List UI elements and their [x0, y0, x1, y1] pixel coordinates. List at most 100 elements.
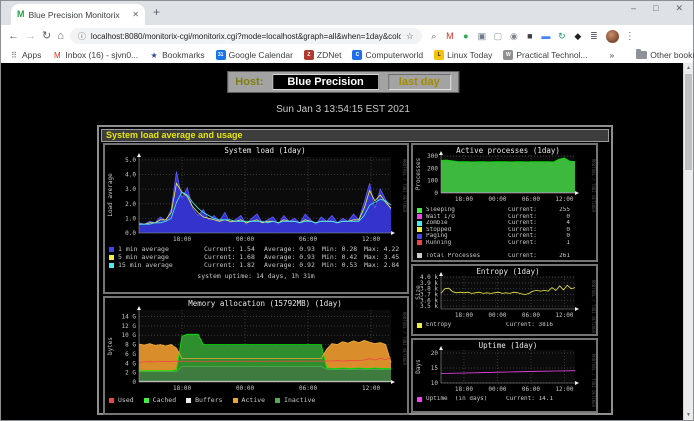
bookmark-inbox[interactable]: M Inbox (16) - sjvn0... — [52, 50, 138, 60]
minimize-button[interactable]: – — [631, 3, 637, 13]
system-load-legend: 1 min average Current: 1.54 Average: 0.93 M… — [105, 245, 407, 280]
scrollbar-down-icon[interactable]: ▼ — [686, 412, 691, 418]
legend-row: Wait I/O Current: 0 — [417, 214, 592, 221]
blue-capsule-extension-icon[interactable]: ▬ — [541, 30, 551, 41]
legend-col: 5 min average — [118, 253, 169, 261]
extension-icons: ⌕ M ● ▣ ▢ ◉ ■ ▬ ↻ ◆ ≣ — [428, 30, 600, 42]
bookmark-zdnet[interactable]: Z ZDNet — [303, 50, 342, 60]
legend-label: Buffers — [195, 396, 223, 404]
y-axis-arrow — [439, 272, 443, 276]
new-tab-button[interactable]: + — [153, 5, 161, 19]
bookmark-practical-technology[interactable]: W Practical Technol... — [503, 50, 588, 60]
browser-menu-icon[interactable]: ⋮ — [624, 30, 635, 42]
legend-swatch — [417, 233, 422, 239]
gmail-extension-icon[interactable]: M — [446, 30, 454, 41]
bookmark-google-calendar[interactable]: 31 Google Calendar — [215, 50, 293, 60]
x-tick-label: 18:00 — [455, 386, 473, 393]
home-icon[interactable]: ⌂ — [57, 29, 64, 42]
uptime-legend: Uptime (in days) Current: 14.1 — [413, 396, 596, 403]
bookmark-star-icon[interactable]: ☆ — [405, 30, 414, 41]
bookmark-computerworld[interactable]: C Computerworld — [352, 50, 423, 60]
legend-col: 4 — [566, 220, 570, 226]
x-tick-label: 00:00 — [236, 236, 254, 243]
eye-extension-icon[interactable]: ◉ — [509, 30, 518, 41]
bookmark-apps[interactable]: ⠿ Apps — [9, 50, 41, 60]
bookmark-bookmarks[interactable]: ★ Bookmarks — [149, 50, 205, 60]
legend-swatch — [109, 254, 114, 260]
x-tick-label: 00:00 — [488, 196, 506, 203]
y-tick-label: 2 G — [125, 370, 136, 377]
tab-close-icon[interactable]: ✕ — [132, 10, 139, 19]
site-info-icon[interactable]: ⓘ — [77, 31, 86, 41]
bookmark-apps-icon: ⠿ — [11, 50, 17, 60]
report-datetime: Sun Jan 3 13:54:15 EST 2021 — [276, 104, 410, 115]
memory-chart[interactable]: 0 2 G 4 G 6 G 8 G 10 G 12 G 14 G 18:00 00:00 06:00… — [105, 298, 407, 396]
profile-avatar[interactable] — [605, 29, 619, 43]
tab-strip: M Blue Precision Monitorix ✕ + – □ ✕ — [1, 1, 693, 26]
y-axis-arrow — [137, 306, 141, 310]
series-line-Active boundary — [138, 339, 392, 363]
browser-tab[interactable]: M Blue Precision Monitorix ✕ — [11, 4, 145, 25]
legend-col: Sleeping — [426, 207, 455, 213]
rrdtool-watermark: RRDTOOL / TOBI OETIKER — [402, 159, 407, 212]
legend-row: Stopped Current: 0 — [417, 227, 592, 234]
playlist-extension-icon[interactable]: ≣ — [590, 30, 598, 41]
legend-swatch — [417, 220, 422, 226]
series-line-15 min average — [139, 191, 392, 225]
address-bar[interactable]: ⓘ localhost:8080/monitorix-cgi/monitorix… — [69, 28, 422, 44]
system-load-chart[interactable]: 0.0 1.0 2.0 3.0 4.0 5.0 18:00 00:00 06:00 12:00 Sy… — [105, 145, 407, 245]
x-tick-label: 18:00 — [173, 385, 191, 392]
legend-col: Max: 4.22 — [364, 245, 400, 253]
y-tick-label: 0.0 — [125, 230, 136, 237]
legend-col: Max: 3.45 — [364, 253, 400, 261]
reload-icon[interactable]: ↻ — [42, 29, 52, 42]
dark-app-extension-icon[interactable]: ■ — [527, 30, 533, 41]
y-tick-label: 10 — [431, 380, 439, 387]
legend-row: Paging Current: 0 — [417, 233, 592, 240]
copy-pages-extension-icon[interactable]: ▣ — [477, 30, 487, 41]
bookmarks-bar: ⠿ Apps M Inbox (16) - sjvn0... ★ Bookmarks 31 G… — [1, 47, 694, 63]
back-icon[interactable]: ← — [8, 29, 19, 42]
page-scrollbar[interactable]: ▲ ▼ — [683, 63, 693, 420]
entropy-chart[interactable]: 3.5 k3.6 k3.7 k3.8 k3.9 k4.0 k 18:00 00:00… — [413, 266, 596, 322]
legend-col: Paging — [426, 233, 448, 239]
scrollbar-up-icon[interactable]: ▲ — [686, 65, 691, 71]
bookmark-inbox-icon: M — [54, 50, 61, 60]
x-tick-label: 06:00 — [522, 312, 540, 319]
close-button[interactable]: ✕ — [675, 3, 683, 13]
forward-icon[interactable]: → — [25, 29, 36, 42]
chart-title: System load (1day) — [224, 146, 305, 155]
legend-col: Average: 0.93 — [264, 245, 315, 253]
x-tick-label: 00:00 — [236, 385, 254, 392]
scrollbar-thumb[interactable] — [685, 74, 692, 170]
x-tick-label: 06:00 — [522, 196, 540, 203]
uptime-chart[interactable]: 10 15 20 18:00 00:00 06:00 12:00 Uptime (1day) D… — [413, 340, 596, 396]
search-extension-icon[interactable]: ⌕ — [431, 30, 437, 41]
green-globe-extension-icon[interactable]: ● — [463, 30, 469, 41]
y-tick-label: 100 — [427, 178, 438, 185]
graphs-container: System load average and usage 0.0 1.0 2.0 3… — [97, 125, 613, 415]
bookmarks-overflow-icon[interactable]: » — [609, 50, 615, 60]
y-tick-label: 4.0 — [125, 172, 136, 179]
legend-row: Zombie Current: 4 — [417, 220, 592, 227]
y-axis-arrow — [439, 346, 443, 350]
bookmark-linux-today[interactable]: L Linux Today — [434, 50, 492, 60]
y-tick-label: 10 G — [122, 332, 137, 339]
folder-icon — [636, 49, 648, 59]
processes-chart[interactable]: 0 100 200 300 18:00 00:00 06:00 12:00 Active pro… — [413, 145, 596, 207]
legend-col: Running — [426, 239, 452, 246]
y-tick-label: 3.8 k — [420, 286, 438, 293]
bookmark-zdnet-label: ZDNet — [316, 50, 342, 60]
legend-col: Current: — [508, 226, 537, 233]
rrdtool-watermark: RRDTOOL / TOBI OETIKER — [591, 159, 596, 212]
y-axis-label: bytes — [107, 337, 114, 355]
other-bookmarks-button[interactable]: Other bookmarks — [636, 49, 694, 60]
maximize-button[interactable]: □ — [653, 3, 659, 13]
x-axis-arrow — [391, 231, 395, 235]
pin-extension-icon[interactable]: ◆ — [574, 30, 582, 41]
bookmark-apps-label: Apps — [22, 50, 42, 60]
notes-extension-icon[interactable]: ▢ — [493, 30, 503, 41]
refresh-extension-icon[interactable]: ↻ — [558, 30, 566, 41]
legend-col: 0 — [566, 226, 570, 233]
legend-col: 255 — [559, 207, 570, 213]
